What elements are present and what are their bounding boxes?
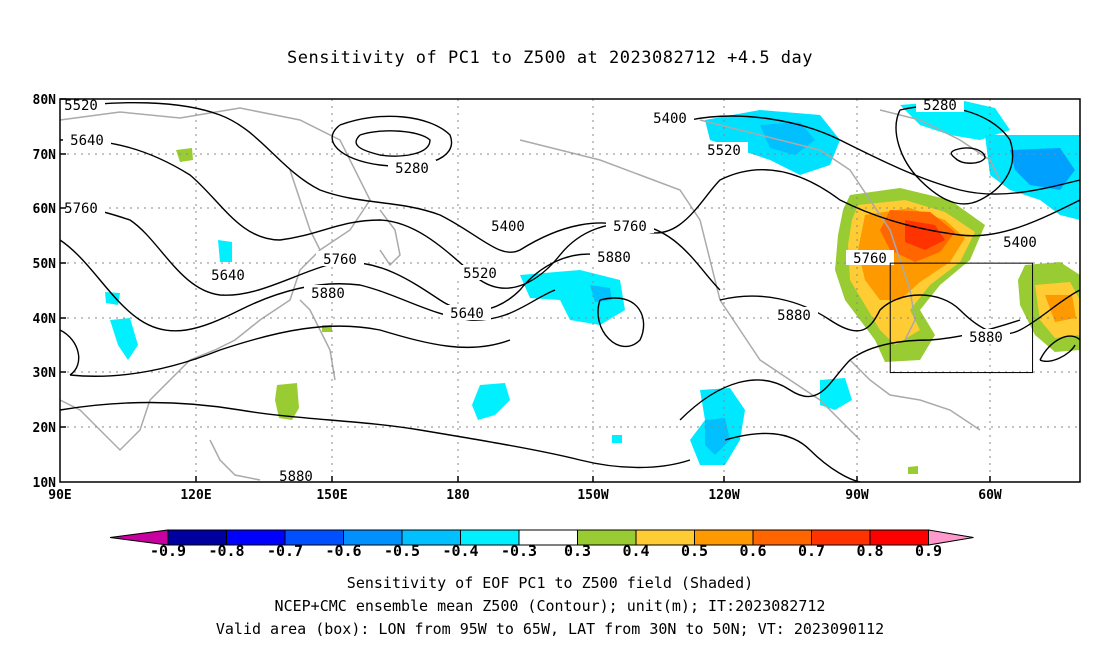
colorbar-tick-label: -0.4 [442,542,479,560]
map-title: Sensitivity of PC1 to Z500 at 2023082712… [286,48,813,68]
lat-label: 30N [33,366,57,381]
contour-label: 5280 [923,98,957,114]
colorbar-tick-label: -0.9 [149,542,187,560]
contour-label: 5280 [395,161,429,177]
axis-ticks [60,98,991,482]
contour-label: 5400 [1003,235,1037,251]
lon-label: 120W [708,488,739,503]
colorbar-tick-label: 0.9 [914,542,943,560]
contour-label: 5880 [777,308,811,324]
lat-label: 10N [33,476,57,491]
colorbar-high-arrow [928,529,974,546]
colorbar [109,529,974,546]
contour-label: 5880 [311,286,345,302]
colorbar-tick-label: 0.4 [622,542,650,560]
contour-label: 5640 [70,133,104,149]
lon-label: 90W [845,488,869,503]
lat-label: 20N [33,421,57,436]
contour-label: 5520 [64,98,98,114]
colorbar-tick-label: -0.5 [383,542,421,560]
lon-label: 120E [180,488,211,503]
lon-label: 180 [446,488,470,503]
footer-line-1: Sensitivity of EOF PC1 to Z500 field (Sh… [346,574,754,592]
contour-label: 5760 [853,251,887,267]
lat-label: 60N [33,202,57,217]
colorbar-tick-label: 0.7 [797,542,826,560]
lon-label: 150E [316,488,347,503]
lon-label: 90E [48,488,71,503]
contour-label: 5520 [707,143,741,159]
grid-lines [60,99,1080,482]
contour-label: 5400 [491,219,525,235]
contour-label: 5760 [323,252,357,268]
contour-labels: 5520 5640 5760 5280 5400 5520 5280 5640 … [57,97,1044,485]
contour-label: 5880 [969,330,1003,346]
map-frame [59,98,1081,483]
colorbar-tick-label: -0.3 [500,542,538,560]
footer-line-3: Valid area (box): LON from 95W to 65W, L… [215,620,885,638]
colorbar-tick-label: 0.6 [739,542,767,560]
footer-line-2: NCEP+CMC ensemble mean Z500 (Contour); u… [274,597,826,615]
coastlines [59,107,1001,481]
colorbar-tick-label: -0.7 [266,542,304,560]
contour-label: 5640 [450,306,484,322]
lat-label: 50N [33,257,57,272]
colorbar-tick-label: -0.6 [325,542,362,560]
lon-label: 60W [978,488,1002,503]
colorbar-tick-label: -0.8 [208,542,245,560]
lon-label: 150W [577,488,608,503]
lat-label: 80N [33,93,57,108]
colorbar-tick-label: 0.3 [563,542,592,560]
axis-labels: 80N 70N 60N 50N 40N 30N 20N 10N 90E 120E… [33,93,1002,503]
colorbar-tick-label: 0.8 [856,542,884,560]
contour-label: 5880 [279,469,313,485]
contour-label: 5760 [613,219,647,235]
contour-label: 5760 [64,201,98,217]
lat-label: 40N [33,312,57,327]
contour-label: 5640 [211,268,245,284]
contour-label: 5880 [597,250,631,266]
contour-label: 5520 [463,266,497,282]
valid-area-box [889,262,1034,374]
colorbar-tick-label: 0.5 [680,542,709,560]
contour-label: 5400 [653,111,687,127]
lat-label: 70N [33,148,57,163]
